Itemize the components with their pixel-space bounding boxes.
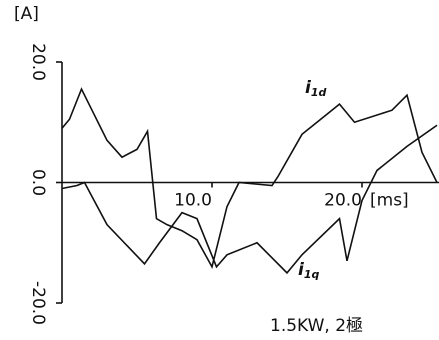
- x-tick-label: 20.0: [324, 191, 362, 211]
- series-label: i1d: [305, 78, 326, 99]
- x-tick-label: 10.0: [174, 191, 212, 211]
- series-line: [61, 87, 438, 270]
- y-unit: [A]: [14, 4, 39, 24]
- series-label: i1q: [298, 260, 319, 281]
- y-tick-label: 0.0: [28, 169, 48, 196]
- annotation: 1.5KW, 2極: [270, 316, 363, 336]
- series-name: i: [305, 78, 312, 98]
- series-subscript: 1d: [311, 86, 327, 99]
- y-tick-label: 20.0: [28, 43, 48, 81]
- series-line: [61, 124, 438, 275]
- series-name: i: [298, 260, 305, 280]
- x-unit: [ms]: [370, 191, 409, 211]
- y-tick-label: -20.0: [28, 281, 48, 325]
- series-subscript: 1q: [304, 268, 320, 281]
